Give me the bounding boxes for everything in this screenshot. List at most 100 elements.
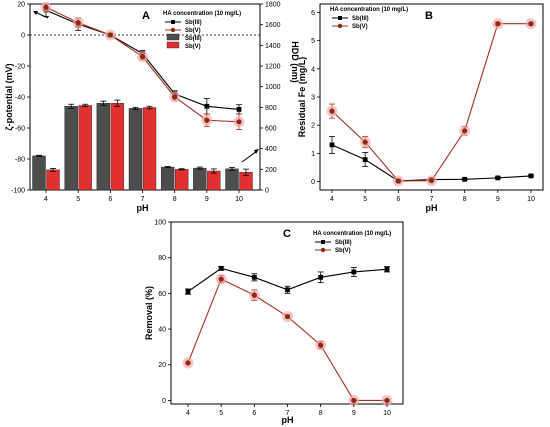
panel-b-y-tick-label: 4 <box>311 66 315 73</box>
panel-c-y-tick-label: 100 <box>154 220 166 227</box>
panel-a-hdd-bar-sbv <box>110 102 125 191</box>
panel-b-data-point-sbiii <box>329 142 335 148</box>
panel-b-data-point-sbv <box>362 139 368 145</box>
panel-a-legend-label: Sb(V) <box>185 44 201 50</box>
panel-a-legend-swatch-marker <box>170 27 176 33</box>
panel-b-y-tick-label: 2 <box>311 123 315 130</box>
panel-a-hdd-bar-sbv <box>46 169 60 191</box>
panel-b-data-point-sbiii <box>362 157 368 162</box>
panel-a-y2-tick-label: 600 <box>265 126 277 133</box>
panel-b-x-tick-label: 6 <box>396 196 400 203</box>
panel-b-x-tick-label: 8 <box>463 196 467 203</box>
panel-a-y2-tick-label: 1400 <box>265 43 281 50</box>
panel-b-x-axis-label: pH <box>426 203 438 213</box>
panel-a-x-tick-label: 6 <box>108 196 112 203</box>
panel-a-x-tick-label: 7 <box>141 196 145 203</box>
panel-b-legend-swatch-marker <box>338 16 342 20</box>
panel-c-removal-chart: 0 20 40 60 80 100 4 5 6 7 8 9 10 pH Removal (%) C HA con… <box>144 220 404 425</box>
panel-b-plot-frame <box>319 3 544 191</box>
panel-b-y-axis-label: Residual Fe (mg/L) <box>297 57 307 138</box>
panel-b-x-tick-label: 10 <box>527 196 535 203</box>
panel-c-legend-title: HA concentration (10 mg/L) <box>313 231 391 237</box>
panel-a-data-point-sbv <box>107 32 113 38</box>
panel-c-x-tick-label: 10 <box>383 410 391 417</box>
panel-b-x-tick-label: 7 <box>430 196 434 203</box>
panel-a-y-tick-label: -80 <box>15 157 25 164</box>
panel-c-data-point-sbv <box>384 397 390 404</box>
panel-a-hdd-bar-sbv <box>78 105 92 191</box>
panel-b-data-point-sbv <box>495 21 501 27</box>
panel-a-data-point-sbiii <box>236 107 242 112</box>
panel-a-x-tick-label: 8 <box>173 196 177 203</box>
panel-c-y-tick-label: 0 <box>162 398 166 405</box>
panel-a-data-point-sbv <box>43 4 49 10</box>
panel-a-y2-tick-label: 200 <box>265 167 277 174</box>
panel-c-legend-label: Sb(III) <box>335 240 352 246</box>
panel-c-legend-label: Sb(V) <box>335 248 351 254</box>
panel-b-y-tick-label: 3 <box>311 95 315 102</box>
panel-b-y-tick-label: 0 <box>311 179 315 186</box>
panel-c-x-tick-label: 7 <box>286 410 290 417</box>
panel-b-letter: B <box>425 10 433 22</box>
panel-c-data-point-sbiii <box>218 265 224 271</box>
panel-b-x-tick-label: 4 <box>330 196 334 203</box>
panel-c-data-point-sbv <box>284 313 291 320</box>
panel-c-data-point-sbv <box>318 342 324 348</box>
panel-a-x-axis-label: pH <box>137 203 149 213</box>
panel-a-legend-label: Sb(III) <box>185 20 202 26</box>
panel-c-x-tick-label: 8 <box>319 410 323 417</box>
panel-c-x-tick-label: 9 <box>352 410 356 417</box>
panel-a-hdd-bar-sbv <box>207 170 221 191</box>
panel-c-x-axis-label: pH <box>282 415 294 425</box>
panel-a-left-axis-arrow <box>34 11 49 19</box>
panel-c-series-sbv-line <box>187 278 387 401</box>
panel-a-y2-tick-label: 1800 <box>265 2 281 9</box>
panel-b-legend-label: Sb(V) <box>352 24 368 30</box>
panel-a-x-tick-label: 4 <box>44 196 48 203</box>
panel-a-data-point-sbv <box>139 54 146 60</box>
panel-c-data-point-sbiii <box>318 274 324 280</box>
panel-a-data-point-sbv <box>75 20 81 26</box>
panel-b-legend-title: HA concentration (10 mg/L) <box>330 7 408 13</box>
panel-c-data-point-sbiii <box>185 289 191 294</box>
panel-a-hdd-bar-sbiii <box>225 168 239 191</box>
panel-a-y2-tick-label: 0 <box>265 188 269 195</box>
panel-a-legend-swatch-bar <box>166 33 180 41</box>
panel-b-data-point-sbv <box>462 128 468 134</box>
panel-a-hdd-bar-sbiii <box>160 166 175 191</box>
panel-a-zeta-hdd-chart: 200-20-40-60-80-100 020040060080010001200… <box>4 2 300 214</box>
panel-b-data-point-sbiii <box>462 176 468 182</box>
panel-c-y-tick-label: 80 <box>158 255 166 262</box>
panel-c-plot-frame <box>170 221 404 405</box>
panel-a-y-axis-label: ζ-potential (mV) <box>4 63 14 130</box>
panel-a-legend-label: Sb(V) <box>185 28 201 34</box>
panel-a-left-axis-arrowhead <box>33 11 38 15</box>
panel-a-hdd-bar-sbiii <box>32 155 46 191</box>
panel-a-letter: A <box>142 10 150 22</box>
panel-c-data-point-sbv <box>251 292 257 298</box>
panel-b-data-point-sbv <box>428 178 435 184</box>
panel-a-x-tick-label: 10 <box>235 196 243 203</box>
panel-b-y-tick-label: 6 <box>311 10 315 17</box>
panel-a-data-point-sbv <box>204 117 210 123</box>
panel-c-y-axis-label: Removal (%) <box>144 286 154 340</box>
panel-a-hdd-bar-sbiii <box>64 106 78 191</box>
panel-a-y2-tick-label: 400 <box>265 146 277 153</box>
panel-b-x-tick-label: 9 <box>496 196 500 203</box>
panel-b-y-tick-label: 5 <box>311 38 315 45</box>
panel-a-y2-tick-label: 1000 <box>265 84 281 91</box>
panel-c-x-tick-label: 5 <box>219 410 223 417</box>
panel-a-y-tick-label: 0 <box>21 33 25 40</box>
panel-a-hdd-bar-sbv <box>142 107 157 191</box>
panel-b-legend-swatch-marker <box>337 23 343 29</box>
panel-b-residual-fe-chart: 0 1 2 3 4 5 6 4 5 6 7 8 9 10 pH Residual Fe (mg/L) B HA c… <box>297 3 544 213</box>
panel-a-y2-tick-label: 1600 <box>265 22 281 29</box>
panel-a-hdd-bar-sbv <box>174 169 189 191</box>
panel-a-hdd-bar-sbiii <box>193 167 207 191</box>
panel-c-x-tick-label: 4 <box>186 410 190 417</box>
panel-a-y-tick-label: 20 <box>17 2 25 9</box>
panel-a-x-tick-label: 5 <box>76 196 80 203</box>
panel-c-y-tick-label: 60 <box>158 291 166 298</box>
panel-c-data-point-sbiii <box>285 287 290 293</box>
panel-a-y2-axis-label: HDD (nm) <box>290 41 300 83</box>
